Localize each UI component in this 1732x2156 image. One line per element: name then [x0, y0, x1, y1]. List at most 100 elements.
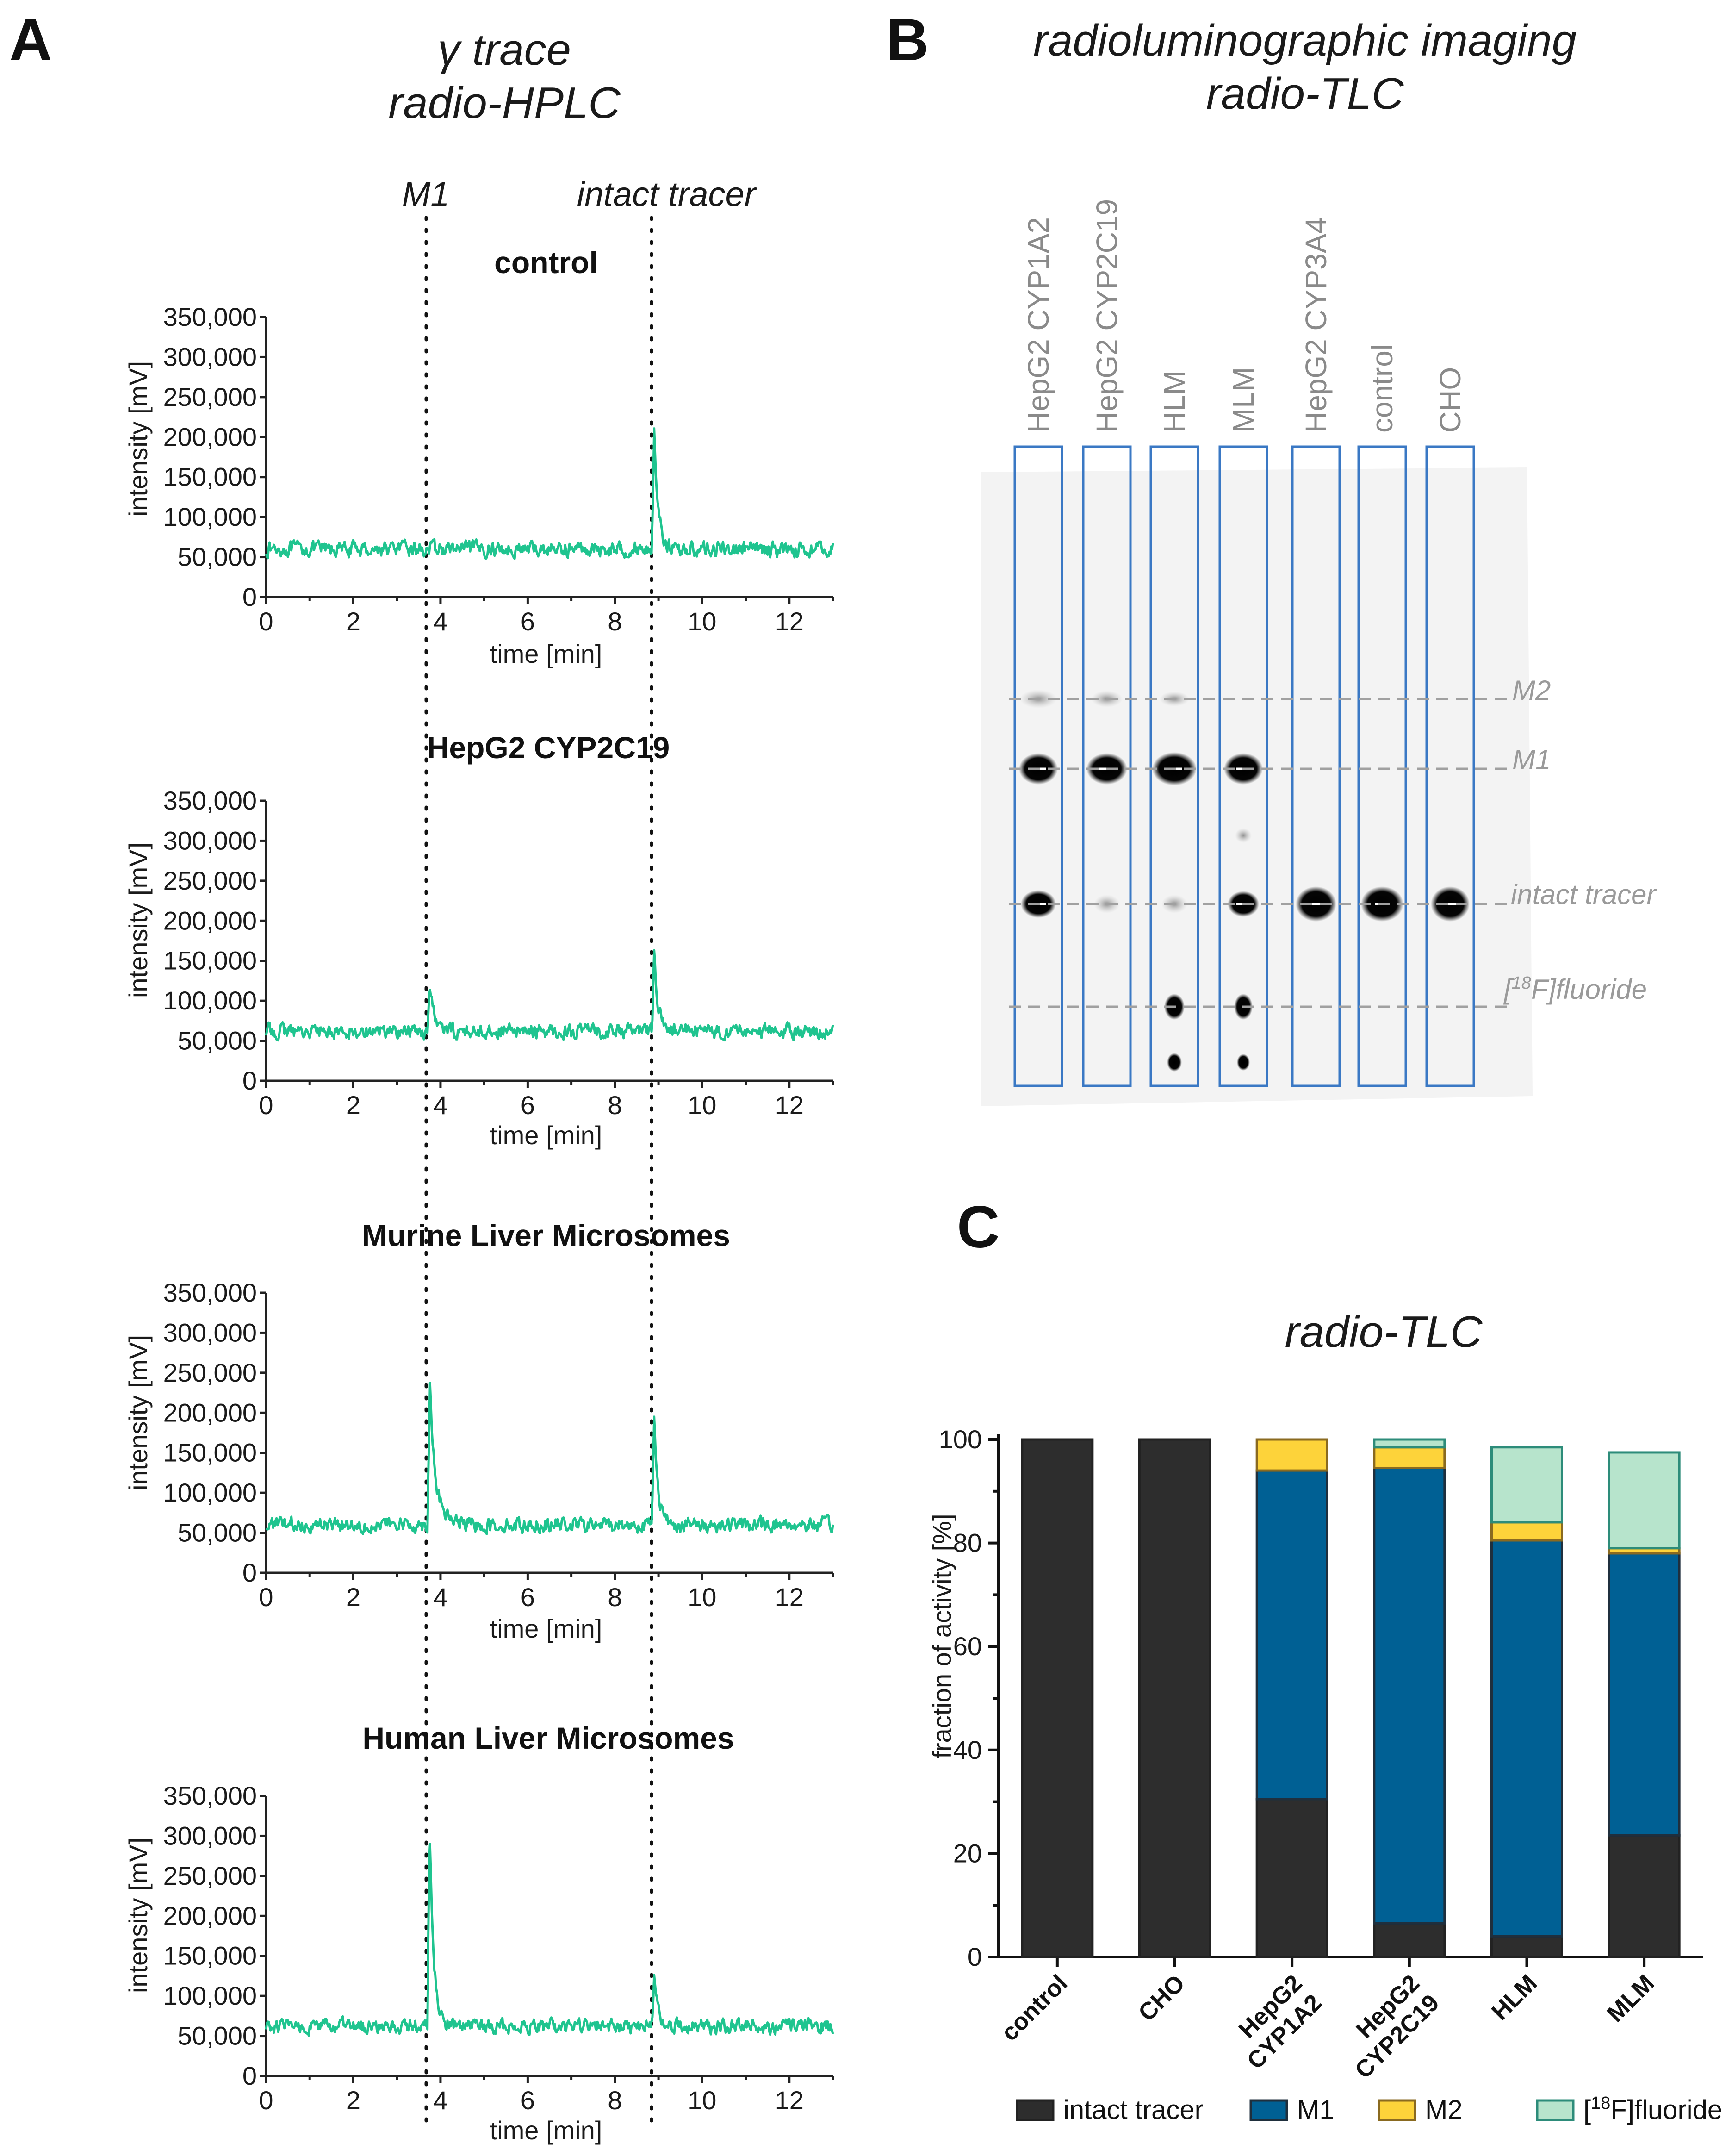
y-tick-label: 150,000 [163, 1941, 257, 1970]
x-axis-label: time [min] [490, 1614, 602, 1643]
panel-c-title: radio-TLC [1285, 1307, 1483, 1357]
y-tick-label: 350,000 [163, 1781, 257, 1810]
x-tick-label: 12 [775, 607, 804, 636]
y-axis-label: intensity [mV] [124, 361, 153, 517]
bar-segment [1255, 1438, 1328, 1472]
tlc-plate-background [981, 467, 1533, 1106]
marker-label-m1: M1 [402, 175, 450, 213]
x-tick-label: 0 [259, 1583, 273, 1612]
x-axis-label: time [min] [490, 639, 602, 668]
legend-label-text: M1 [1297, 2095, 1335, 2125]
y-tick-label: 100,000 [163, 1478, 257, 1507]
x-tick-label: 6 [521, 2086, 535, 2115]
x-tick-label: 0 [259, 2086, 273, 2115]
lane-label: HepG2 CYP1A2 [1022, 217, 1055, 433]
y-tick-label: 300,000 [163, 342, 257, 371]
hplc-plot-control: control intensity [mV] time [min] 0 50,00… [124, 245, 834, 668]
bar-category-label: CHO [1133, 1969, 1190, 2026]
bar-category-line: control [996, 1969, 1073, 2046]
trace-line [265, 949, 834, 1042]
x-tick-label: 10 [688, 607, 716, 636]
y-tick-label: 350,000 [163, 786, 257, 815]
y-tick-label: 300,000 [163, 1821, 257, 1850]
y-tick-label: 300,000 [163, 1318, 257, 1347]
bar-category-label: HepG2CYP1A2 [1223, 1969, 1327, 2074]
lane-label: HLM [1158, 370, 1191, 433]
y-tick-label: 350,000 [163, 302, 257, 331]
legend-swatch [1249, 2099, 1288, 2121]
y-tick-label: 200,000 [163, 422, 257, 451]
hplc-plot-murine-liver-microsomes: Murine Liver Microsomes intensity [mV] t… [124, 1218, 834, 1643]
panel-b-title-line2: radio-TLC [1206, 69, 1404, 118]
bar-segment [1021, 1438, 1094, 1958]
x-tick-label: 4 [433, 2086, 447, 2115]
spot-highlight [1309, 903, 1323, 905]
legend-label: M2 [1425, 2095, 1463, 2125]
y-tick-label: 0 [242, 1558, 257, 1587]
y-tick-label: 300,000 [163, 826, 257, 855]
tlc-lanes: HepG2 CYP1A2 HepG2 CYP2C19 HLM MLM HepG2 CYP… [1013, 199, 1475, 1087]
legend-label: M1 [1297, 2095, 1335, 2125]
x-tick-label: 2 [346, 1090, 360, 1120]
x-tick-label: 10 [688, 1583, 716, 1612]
bar-segment [1608, 1834, 1681, 1958]
x-tick-label: 12 [775, 2086, 804, 2115]
bar-segment [1373, 1438, 1446, 1449]
legend-label-prefix: [ [1583, 2095, 1591, 2125]
x-tick-label: 4 [433, 607, 447, 636]
x-tick-label: 2 [346, 1583, 360, 1612]
y-tick-label: 200,000 [163, 1901, 257, 1930]
bar-segment [1255, 1469, 1328, 1801]
bar-category-label: HepG2CYP2C19 [1330, 1969, 1445, 2084]
x-tick-label: 10 [688, 2086, 716, 2115]
bar-y-tick-label: 100 [939, 1425, 982, 1454]
x-tick-label: 6 [521, 1090, 535, 1120]
y-axis-label: intensity [mV] [124, 1335, 153, 1490]
bar-segment [1490, 1446, 1563, 1524]
x-tick-label: 8 [608, 2086, 622, 2115]
legend-label: intact tracer [1063, 2095, 1204, 2125]
y-axis-label: intensity [mV] [124, 842, 153, 998]
bar-y-axis-label: fraction of activity [%] [927, 1514, 956, 1758]
x-tick-label: 12 [775, 1583, 804, 1612]
y-axis-label: intensity [mV] [124, 1838, 153, 1993]
bar-category-label: HLM [1486, 1969, 1542, 2025]
legend-swatch [1378, 2099, 1416, 2121]
stacked-bar-chart: fraction of activity [%] 0 20 40 60 80 100 con… [927, 1425, 1722, 2125]
bar-category-line: CHO [1133, 1969, 1190, 2026]
y-tick-label: 50,000 [178, 2021, 257, 2050]
panel-c-letter: C [957, 1194, 999, 1260]
tlc-image: HepG2 CYP1A2 HepG2 CYP2C19 HLM MLM HepG2 CYP… [981, 199, 1657, 1106]
x-tick-label: 4 [433, 1090, 447, 1120]
legend-label-text: intact tracer [1063, 2095, 1204, 2125]
lane-label: MLM [1227, 367, 1260, 433]
lane-label: HepG2 CYP3A4 [1299, 217, 1333, 433]
x-tick-label: 6 [521, 1583, 535, 1612]
panel-a-title-line2: radio-HPLC [388, 78, 621, 128]
bar-category-label: control [996, 1969, 1073, 2046]
hplc-plot-human-liver-microsomes: Human Liver Microsomes intensity [mV] ti… [124, 1721, 834, 2145]
trace-line [265, 1381, 834, 1535]
hplc-plot-hepg2-cyp2c19: HepG2 CYP2C19 intensity [mV] time [min] … [124, 730, 834, 1150]
y-tick-label: 150,000 [163, 946, 257, 975]
y-tick-label: 100,000 [163, 1981, 257, 2010]
x-tick-label: 12 [775, 1090, 804, 1120]
tlc-spot [1237, 1054, 1250, 1071]
band-label-fluoride: [18F]fluoride [1503, 973, 1647, 1005]
bar-segment [1490, 1539, 1563, 1938]
y-tick-label: 150,000 [163, 1438, 257, 1467]
bar-y-tick-label: 0 [968, 1942, 982, 1971]
lane-label: HepG2 CYP2C19 [1090, 199, 1124, 433]
tlc-spot [1235, 828, 1252, 843]
lane-box [1218, 445, 1268, 1087]
panel-a-letter: A [9, 7, 52, 73]
x-tick-label: 4 [433, 1583, 447, 1612]
plot-title: Human Liver Microsomes [362, 1721, 734, 1755]
y-tick-label: 100,000 [163, 986, 257, 1015]
bar-segment [1138, 1438, 1211, 1958]
panel-b-letter: B [886, 7, 929, 73]
trace-line [265, 1843, 834, 2037]
x-tick-label: 8 [608, 1583, 622, 1612]
bar-y-tick-label: 80 [953, 1528, 982, 1558]
